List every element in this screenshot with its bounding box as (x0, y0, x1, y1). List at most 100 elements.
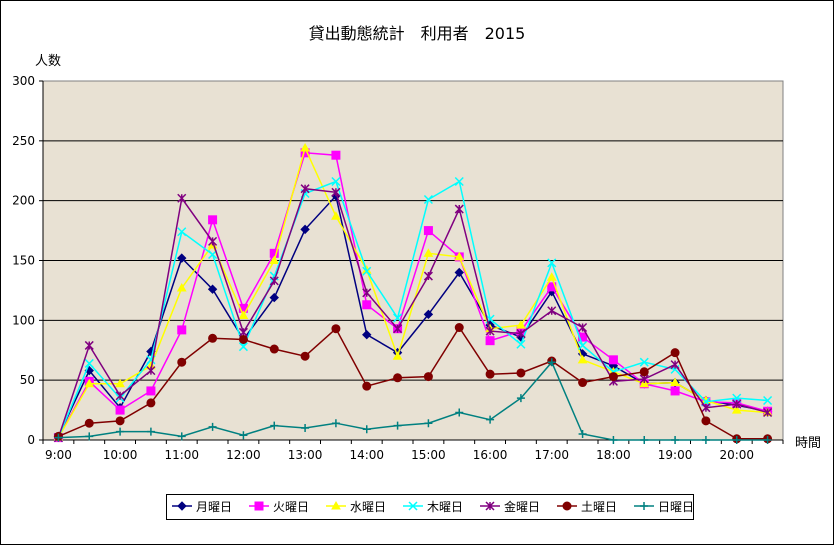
data-point-series-2 (423, 226, 433, 236)
legend-marker-6 (562, 501, 572, 511)
data-point-series-4 (639, 357, 649, 367)
data-point-series-6 (639, 367, 649, 377)
data-point-series-4 (454, 176, 464, 187)
x-tick-label: 17:00 (534, 448, 569, 462)
data-point-series-7 (208, 422, 217, 431)
x-tick-label: 12:00 (226, 448, 261, 462)
data-point-series-4 (362, 266, 372, 276)
series-line-6 (58, 326, 768, 440)
data-point-series-7 (393, 421, 402, 430)
data-point-series-6 (84, 418, 94, 428)
data-point-series-5 (485, 326, 495, 336)
data-point-series-7 (671, 436, 680, 444)
data-point-series-2 (578, 332, 588, 342)
data-point-series-6 (516, 368, 526, 378)
data-point-series-3 (423, 248, 434, 257)
data-point-series-5 (670, 360, 680, 370)
data-point-series-1 (362, 329, 372, 340)
data-point-series-6 (300, 351, 310, 361)
data-point-series-5 (146, 366, 156, 376)
data-point-series-3 (670, 377, 680, 387)
legend-marker-7 (640, 502, 648, 510)
legend-label-1: 月曜日 (196, 500, 232, 514)
x-tick-label: 19:00 (658, 448, 693, 462)
legend-marker-3 (331, 500, 341, 510)
data-point-series-5 (423, 271, 433, 281)
data-point-series-6 (115, 416, 125, 426)
data-point-series-1 (177, 253, 187, 263)
data-point-series-7 (362, 425, 371, 434)
data-point-series-6 (423, 372, 433, 382)
data-point-series-5 (701, 403, 711, 413)
data-point-series-7 (116, 427, 125, 436)
data-point-series-5 (454, 204, 464, 214)
y-axis-label: 人数 (35, 54, 62, 69)
data-point-series-7 (424, 419, 433, 428)
data-point-series-4 (516, 339, 526, 349)
data-point-series-4 (393, 313, 403, 323)
data-point-series-4 (238, 342, 248, 352)
data-point-series-7 (301, 424, 310, 433)
data-point-series-4 (578, 340, 588, 350)
x-tick-label: 14:00 (349, 448, 384, 462)
data-point-series-6 (208, 333, 218, 343)
data-point-series-6 (578, 378, 588, 388)
data-point-series-2 (485, 336, 495, 346)
data-point-series-3 (115, 378, 125, 388)
data-point-series-3 (331, 211, 341, 220)
data-point-series-2 (115, 405, 125, 415)
data-point-series-5 (331, 187, 341, 197)
data-point-series-3 (731, 405, 742, 414)
legend-label-3: 水曜日 (350, 500, 386, 514)
legend-marker-1 (177, 501, 187, 511)
data-point-series-3 (84, 378, 95, 388)
data-point-series-4 (763, 395, 773, 406)
data-point-series-2 (208, 215, 218, 225)
data-point-series-6 (331, 324, 341, 334)
data-point-series-5 (639, 374, 649, 384)
data-point-series-6 (670, 348, 680, 358)
legend-label-7: 日曜日 (658, 500, 694, 514)
data-point-series-5 (578, 322, 588, 333)
data-point-series-6 (146, 398, 156, 408)
data-point-series-6 (701, 416, 711, 426)
data-point-series-7 (516, 394, 525, 403)
data-point-series-7 (177, 432, 186, 441)
data-point-series-3 (546, 272, 557, 281)
x-tick-label: 11:00 (164, 448, 199, 462)
data-point-series-7 (578, 430, 587, 439)
data-point-series-6 (269, 344, 279, 354)
data-point-series-2 (177, 325, 187, 335)
data-point-series-1 (269, 292, 279, 303)
data-point-series-1 (454, 267, 464, 278)
data-point-series-6 (454, 323, 464, 333)
data-point-series-3 (238, 310, 249, 320)
y-tick-label: 250 (12, 134, 35, 148)
y-tick-label: 100 (12, 313, 35, 327)
data-point-series-6 (238, 334, 248, 344)
data-point-series-6 (485, 369, 495, 379)
legend-label-2: 火曜日 (273, 500, 309, 514)
legend-label-5: 金曜日 (504, 499, 540, 514)
data-point-series-2 (670, 386, 680, 396)
data-point-series-3 (577, 354, 588, 364)
legend-marker-4 (408, 501, 418, 511)
data-point-series-3 (639, 378, 650, 388)
data-point-series-3 (176, 283, 187, 292)
data-point-series-4 (177, 227, 187, 237)
y-tick-label: 300 (12, 74, 35, 88)
data-point-series-5 (84, 340, 94, 350)
data-point-series-5 (393, 324, 403, 334)
data-point-series-3 (269, 255, 280, 264)
data-point-series-4 (547, 258, 557, 268)
data-point-series-2 (608, 355, 618, 365)
x-tick-label: 16:00 (473, 448, 508, 462)
legend-marker-5 (485, 501, 495, 511)
data-point-series-7 (455, 408, 464, 417)
chart-title: 貸出動態統計 利用者 2015 (308, 24, 526, 43)
data-point-series-2 (146, 386, 156, 396)
data-point-series-6 (177, 357, 187, 367)
data-point-series-3 (300, 143, 310, 152)
data-point-series-7 (640, 436, 649, 444)
